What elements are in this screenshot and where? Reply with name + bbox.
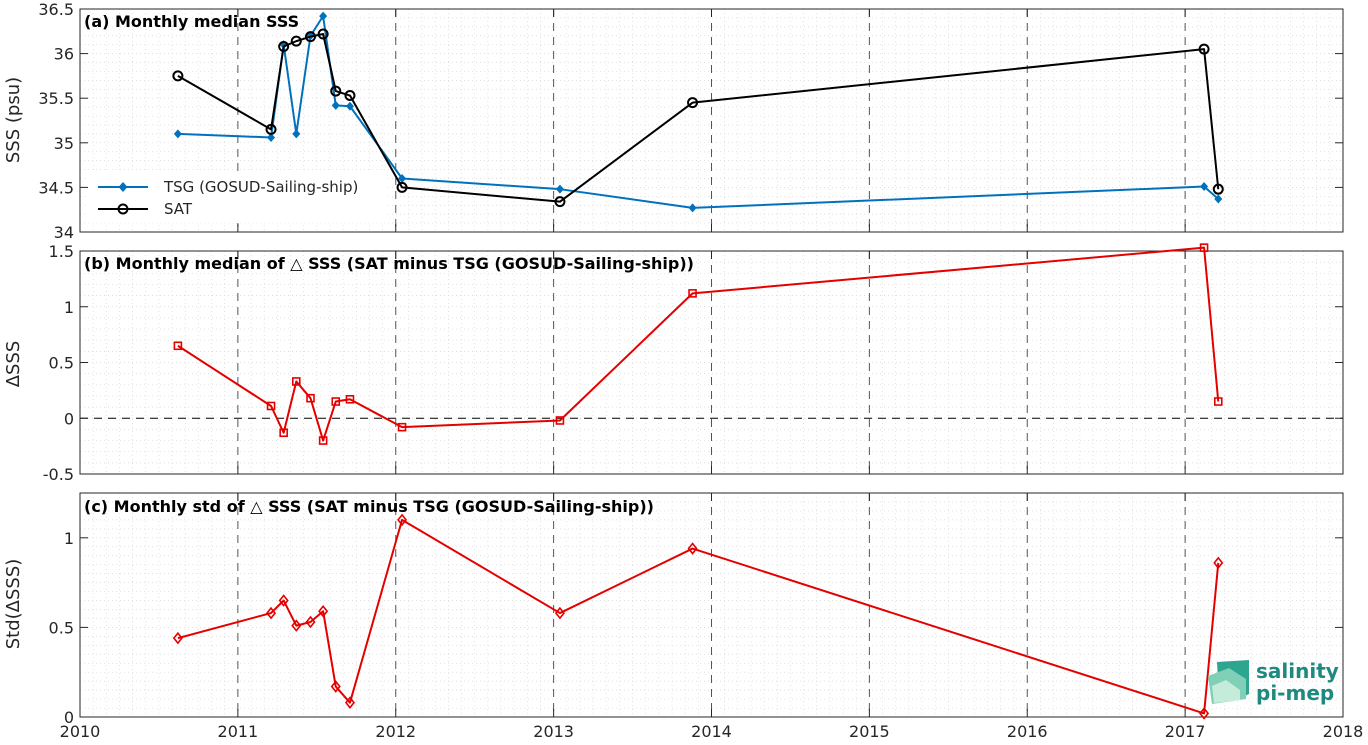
data-point xyxy=(279,428,288,438)
logo-line1: salinity xyxy=(1256,659,1339,683)
series-line-b-0 xyxy=(177,246,1220,442)
data-point xyxy=(345,101,354,111)
data-point xyxy=(278,594,289,607)
data-point xyxy=(1198,43,1210,55)
data-point xyxy=(317,28,329,40)
data-point xyxy=(397,422,407,432)
data-point xyxy=(1213,397,1223,406)
y-tick-label: 0 xyxy=(64,409,74,428)
logo-wave-light xyxy=(1212,680,1240,703)
data-point xyxy=(290,35,302,47)
data-point xyxy=(398,173,407,183)
data-point xyxy=(1213,556,1224,570)
data-point xyxy=(292,129,301,139)
data-point xyxy=(291,377,301,386)
data-point xyxy=(265,123,277,135)
panel-c-ylabel: Std(ΔSSS) xyxy=(3,559,24,650)
x-tick-label: 2018 xyxy=(1323,722,1364,741)
data-point xyxy=(266,606,277,620)
data-point xyxy=(555,184,564,194)
x-tick-label: 2012 xyxy=(375,722,416,741)
data-point xyxy=(555,416,565,425)
logo-line2: pi-mep xyxy=(1256,681,1334,705)
data-point xyxy=(318,436,328,445)
data-point xyxy=(291,619,302,632)
y-tick-label: 35 xyxy=(54,134,74,153)
data-point xyxy=(330,680,341,693)
legend-sat-label: SAT xyxy=(164,200,193,218)
data-point xyxy=(345,394,355,404)
data-point xyxy=(687,542,698,555)
y-tick-label: 1.5 xyxy=(49,242,74,261)
data-point xyxy=(173,129,182,139)
data-point xyxy=(397,513,408,527)
data-point xyxy=(1212,183,1224,195)
y-tick-label: -0.5 xyxy=(43,465,74,484)
data-point xyxy=(554,606,565,620)
data-point xyxy=(396,181,408,193)
y-tick-label: 1 xyxy=(64,298,74,317)
y-tick-label: 0 xyxy=(64,708,74,727)
data-point xyxy=(318,604,329,618)
panel-c-title: (c) Monthly std of △ SSS (SAT minus TSG … xyxy=(84,497,654,516)
data-point xyxy=(1214,194,1223,204)
panel-b: -0.5 0 0.5 1 1.5 xyxy=(43,242,1344,484)
data-point xyxy=(267,132,276,142)
data-point xyxy=(687,97,699,109)
data-point xyxy=(331,397,341,406)
y-tick-label: 0.5 xyxy=(49,354,74,373)
series-line-c-0 xyxy=(177,518,1220,715)
data-point xyxy=(305,615,316,629)
data-point xyxy=(1199,707,1210,720)
data-point xyxy=(688,203,697,213)
legend: TSG (GOSUD-Sailing-ship) SAT xyxy=(88,171,388,223)
data-point xyxy=(1199,243,1209,252)
data-point xyxy=(1200,182,1209,192)
data-point xyxy=(266,401,276,411)
y-tick-label: 34.5 xyxy=(38,178,74,197)
data-point xyxy=(278,40,290,52)
data-point xyxy=(554,196,566,208)
data-point xyxy=(173,341,183,351)
x-tick-label: 2016 xyxy=(1007,722,1048,741)
x-tick-label: 2010 xyxy=(60,722,101,741)
data-point xyxy=(344,90,356,102)
y-tick-label: 0.5 xyxy=(49,618,74,637)
y-tick-label: 1 xyxy=(64,529,74,548)
panel-a-ylabel: SSS (psu) xyxy=(3,77,24,163)
panel-b-ylabel: ΔSSS xyxy=(3,341,24,388)
legend-box xyxy=(88,171,388,223)
panel-b-title: (b) Monthly median of △ SSS (SAT minus T… xyxy=(84,254,694,273)
salinity-pimep-logo: salinity pi-mep xyxy=(1208,659,1339,705)
x-tick-label: 2014 xyxy=(691,722,732,741)
y-tick-label: 34 xyxy=(54,223,74,242)
y-tick-label: 36 xyxy=(54,45,74,64)
series-line-a-1 xyxy=(177,32,1220,203)
data-point xyxy=(319,11,328,21)
legend-tsg-label: TSG (GOSUD-Sailing-ship) xyxy=(163,178,358,196)
y-tick-label: 36.5 xyxy=(38,0,74,19)
data-point xyxy=(344,696,355,709)
data-point xyxy=(330,85,342,97)
x-tick-label: 2013 xyxy=(533,722,574,741)
data-point xyxy=(172,631,183,645)
legend-sat-marker xyxy=(117,203,129,215)
data-point xyxy=(306,393,315,403)
data-point xyxy=(304,31,316,43)
data-point xyxy=(688,289,697,298)
data-point xyxy=(172,70,184,82)
x-tick-label: 2011 xyxy=(218,722,259,741)
x-tick-label: 2017 xyxy=(1165,722,1206,741)
y-tick-label: 35.5 xyxy=(38,89,74,108)
data-point xyxy=(331,100,340,110)
panel-c: 0 0.5 1 2010 2011 2012 2013 2014 2015 2016 2017 201… xyxy=(49,492,1364,741)
legend-tsg-marker xyxy=(118,182,128,192)
panel-a-title: (a) Monthly median SSS xyxy=(84,12,299,31)
x-tick-label: 2015 xyxy=(849,722,890,741)
